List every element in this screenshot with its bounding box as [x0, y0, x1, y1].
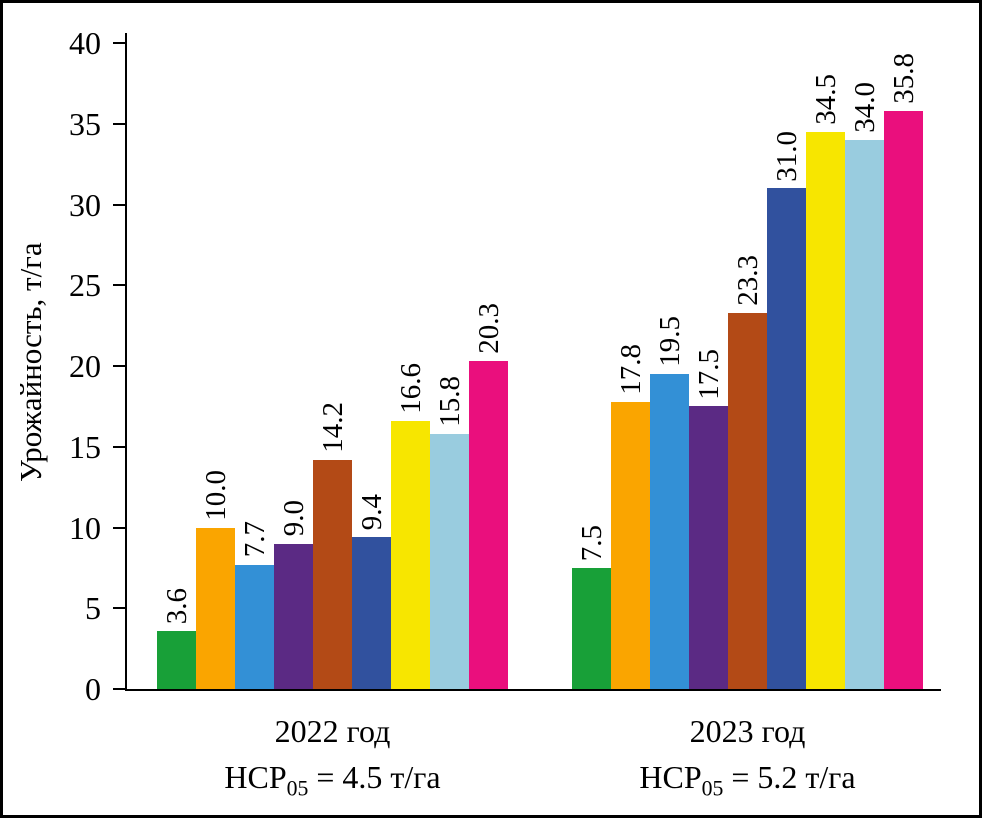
hcp-value: = 4.5 т/га	[308, 759, 441, 795]
bar-cell: 34.0	[845, 82, 884, 689]
bar-cell: 16.6	[391, 363, 430, 689]
y-tick-mark	[113, 607, 125, 610]
bar	[391, 420, 430, 689]
bar	[572, 567, 611, 689]
y-tick-label: 5	[85, 590, 101, 627]
bar	[469, 361, 508, 689]
y-tick-label: 35	[69, 105, 101, 142]
y-tick-mark	[113, 122, 125, 125]
hcp-label: НСР	[639, 759, 702, 795]
y-tick-mark	[113, 526, 125, 529]
bar	[430, 433, 469, 689]
bar-cell: 14.2	[313, 402, 352, 689]
y-tick-mark	[113, 42, 125, 44]
bar-value-label: 23.3	[731, 254, 764, 306]
bar-value-label: 20.3	[472, 303, 505, 355]
plot-area: 0 5 10 15 20 25 30 35 40 3.6 10.0 7.7 9.0 14.2 9.4 16.6…	[69, 25, 941, 707]
y-tick-mark	[113, 445, 125, 448]
bar-value-label: 16.6	[394, 363, 427, 414]
bar	[157, 630, 196, 689]
bar-value-label: 17.8	[614, 343, 647, 395]
bar-value-label: 3.6	[160, 587, 193, 624]
hcp-subscript: 05	[701, 776, 724, 801]
bar	[767, 188, 806, 689]
bar-value-label: 31.0	[770, 130, 803, 182]
bar-cell: 17.8	[611, 344, 650, 689]
bar-value-label: 17.5	[692, 348, 725, 400]
hcp-value: = 5.2 т/га	[723, 759, 856, 795]
bar	[196, 527, 235, 689]
bar-value-label: 15.8	[433, 376, 466, 427]
bar	[611, 401, 650, 689]
group-year-label: 2023 год	[689, 713, 806, 749]
bar-cell: 31.0	[767, 131, 806, 689]
bar-cell: 7.5	[572, 525, 611, 689]
y-tick-mark	[113, 284, 125, 287]
bar	[728, 312, 767, 689]
bar-cell: 19.5	[650, 316, 689, 689]
group-caption-2022: 2022 год НСР05 = 4.5 т/га	[157, 709, 508, 801]
bar-cell: 9.0	[274, 500, 313, 689]
hcp-subscript: 05	[286, 776, 309, 801]
bar-value-label: 34.5	[809, 74, 842, 125]
y-tick-mark	[113, 365, 125, 367]
bar-cell: 9.4	[352, 494, 391, 689]
bar-cell: 35.8	[884, 53, 923, 689]
bar-value-label: 9.0	[277, 500, 310, 537]
bar	[689, 406, 728, 689]
y-tick-mark	[113, 688, 125, 690]
y-tick-label: 20	[69, 348, 101, 384]
bar	[313, 459, 352, 689]
group-hcp-note: НСР05 = 5.2 т/га	[572, 753, 923, 801]
bar-value-label: 35.8	[887, 53, 920, 104]
bar	[352, 537, 391, 689]
bar	[650, 374, 689, 689]
bar-value-label: 10.0	[199, 469, 232, 521]
y-tick-label: 10	[69, 509, 101, 546]
y-tick-label: 25	[69, 267, 101, 304]
bar-cell: 17.5	[689, 349, 728, 689]
bar-group-2022: 3.6 10.0 7.7 9.0 14.2 9.4 16.6 15.8 20.3	[157, 303, 508, 689]
bar-value-label: 7.5	[575, 524, 608, 561]
bar	[274, 543, 313, 689]
bar-cell: 15.8	[430, 376, 469, 689]
bar	[884, 110, 923, 689]
y-tick-label: 30	[69, 186, 101, 223]
bar-value-label: 19.5	[653, 316, 686, 368]
bar-value-label: 34.0	[848, 82, 881, 133]
bar-cell: 20.3	[469, 303, 508, 689]
y-tick-mark	[113, 203, 125, 206]
bar-value-label: 9.4	[355, 493, 388, 531]
y-tick-label: 0	[85, 671, 101, 707]
bar-value-label: 14.2	[316, 401, 349, 453]
bar-cell: 10.0	[196, 470, 235, 689]
group-caption-2023: 2023 год НСР05 = 5.2 т/га	[572, 709, 923, 801]
hcp-label: НСР	[224, 759, 287, 795]
bar-value-label: 7.7	[238, 521, 271, 558]
bar-cell: 23.3	[728, 255, 767, 689]
y-tick-label: 15	[69, 428, 101, 465]
group-year-label: 2022 год	[274, 713, 391, 749]
group-hcp-note: НСР05 = 4.5 т/га	[157, 753, 508, 801]
bar	[806, 131, 845, 689]
bar-group-2023: 7.5 17.8 19.5 17.5 23.3 31.0 34.5 34.0 35.8	[572, 53, 923, 689]
bar-cell: 3.6	[157, 588, 196, 689]
bar-cell: 7.7	[235, 521, 274, 689]
y-tick-label: 40	[69, 25, 101, 61]
bar-cell: 34.5	[806, 74, 845, 689]
bar	[845, 139, 884, 689]
bar	[235, 564, 274, 689]
